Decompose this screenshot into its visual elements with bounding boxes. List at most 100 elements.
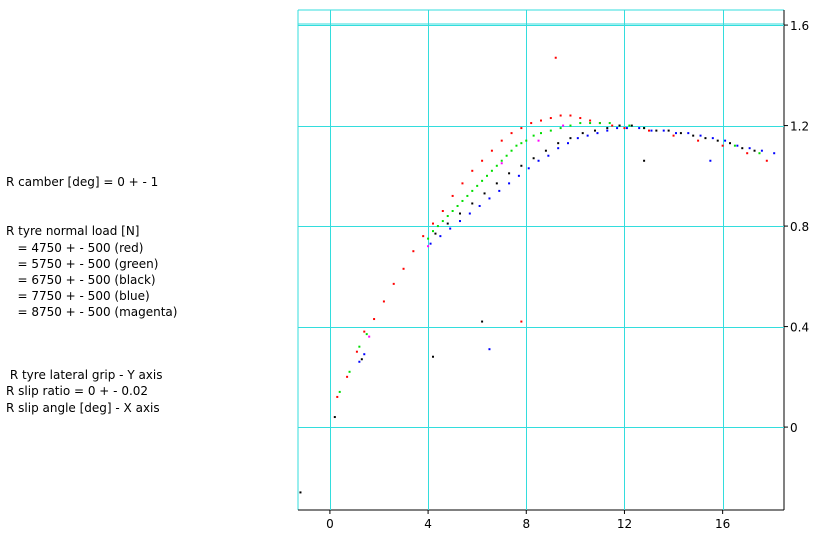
data-point [517,174,520,177]
y-tick-label: 0.8 [790,220,809,234]
data-point [446,222,449,225]
data-point [500,139,503,142]
data-point [490,149,493,152]
data-point [569,114,572,117]
data-point [449,227,452,230]
data-point [773,152,776,155]
data-point [498,189,501,192]
data-point [392,282,395,285]
data-point [333,416,336,419]
data-point [537,139,540,142]
data-point [500,159,503,162]
data-point [346,375,349,378]
data-point [618,124,621,127]
data-point [520,127,523,130]
y-axis-description: R tyre lateral grip - Y axis [6,368,163,382]
data-point [594,129,596,132]
data-point [373,318,376,321]
data-point [508,172,511,175]
data-point [338,390,341,393]
x-axis-description: R slip angle [deg] - X axis [6,401,160,415]
data-point [488,348,491,351]
data-point [510,149,513,152]
data-point [466,194,469,197]
data-point [638,127,641,130]
data-point [358,345,361,348]
y-tick-label: 0.4 [790,321,809,335]
data-point [557,142,560,145]
data-point [363,330,366,333]
data-point [655,129,658,132]
data-point [471,169,474,172]
data-point [562,124,565,127]
data-point [471,202,474,205]
data-point [481,179,484,182]
data-point [630,124,633,127]
data-point [429,242,432,245]
data-point [478,204,481,207]
data-point [699,134,702,137]
data-point [355,350,358,353]
data-point [544,149,547,152]
data-point [520,142,523,145]
load-line-blue: = 7750 + - 500 (blue) [6,289,150,303]
data-point [704,137,707,140]
data-point [436,225,439,228]
data-point [569,137,572,140]
data-point [537,159,540,162]
data-point [697,139,700,142]
data-point [432,222,434,225]
load-line-green: = 5750 + - 500 (green) [6,257,159,271]
x-tick-label: 0 [326,517,334,531]
camber-label: R camber [deg] = 0 + - 1 [6,175,159,189]
data-point [711,137,714,140]
data-point [483,192,486,195]
data-point [441,220,444,223]
data-point [532,134,535,137]
data-point [532,157,535,160]
data-point [760,149,763,152]
data-point [765,159,768,162]
data-point [576,137,579,140]
data-point [729,142,731,145]
x-tick-label: 16 [715,517,730,531]
data-point [508,182,511,185]
x-tick-label: 4 [424,517,432,531]
data-point [586,134,589,137]
data-point [368,335,371,338]
data-point [427,245,430,248]
data-point [662,129,665,132]
data-point [488,197,491,200]
load-title: R tyre normal load [N] [6,224,140,238]
data-point [596,132,599,135]
data-point [451,210,454,213]
data-point [476,184,479,187]
data-point [348,370,351,373]
data-point [527,167,530,170]
data-point [525,139,528,142]
data-point [608,122,611,125]
data-point [481,320,484,323]
data-point [557,147,560,150]
data-point [687,132,690,135]
data-point [459,212,461,215]
data-point [623,127,626,130]
data-point [441,210,444,213]
data-point [439,235,442,238]
data-point [679,132,682,135]
slip-ratio-label: R slip ratio = 0 + - 0.02 [6,384,149,398]
legend-panel: R camber [deg] = 0 + - 1 R tyre normal l… [0,0,290,536]
data-point [360,358,363,361]
data-point [606,127,609,130]
data-point [515,144,518,147]
data-point [365,333,368,336]
data-point [461,182,464,185]
data-point [549,117,552,120]
data-point [336,395,339,398]
data-point [495,164,498,167]
load-line-magenta: = 8750 + - 500 (magenta) [6,305,178,319]
data-point [559,114,562,117]
data-point [667,129,670,132]
data-point [456,204,459,207]
data-point [733,144,736,147]
